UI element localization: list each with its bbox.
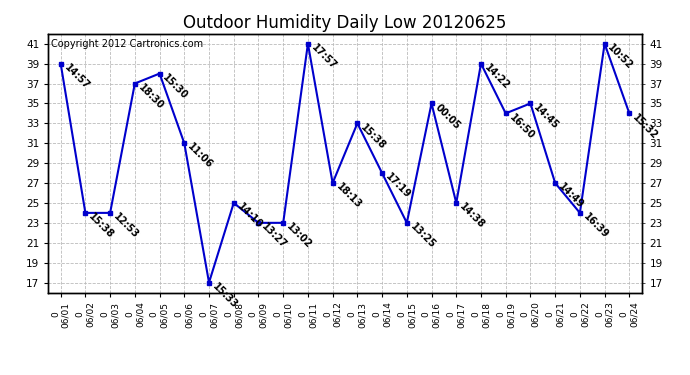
Text: 14:57: 14:57 [62,62,91,91]
Text: 14:45: 14:45 [532,102,561,131]
Text: 17:19: 17:19 [384,172,413,201]
Text: 14:22: 14:22 [482,62,511,91]
Text: 00:05: 00:05 [433,102,462,131]
Text: 15:38: 15:38 [87,211,116,241]
Text: 17:57: 17:57 [309,42,338,71]
Text: 13:27: 13:27 [260,222,289,251]
Text: 10:52: 10:52 [606,42,635,71]
Text: 16:39: 16:39 [581,211,610,240]
Title: Outdoor Humidity Daily Low 20120625: Outdoor Humidity Daily Low 20120625 [184,14,506,32]
Text: 14:10: 14:10 [235,201,264,231]
Text: 15:38: 15:38 [359,122,388,151]
Text: 16:50: 16:50 [507,112,536,141]
Text: 13:25: 13:25 [408,222,437,251]
Text: 18:13: 18:13 [334,182,363,211]
Text: 15:32: 15:32 [631,112,660,141]
Text: 15:30: 15:30 [161,72,190,101]
Text: 11:06: 11:06 [186,142,215,171]
Text: 14:38: 14:38 [457,201,486,231]
Text: 18:30: 18:30 [136,82,166,111]
Text: 14:49: 14:49 [557,182,586,211]
Text: 12:53: 12:53 [112,211,141,240]
Text: Copyright 2012 Cartronics.com: Copyright 2012 Cartronics.com [51,39,204,49]
Text: 15:33: 15:33 [210,281,239,310]
Text: 13:02: 13:02 [284,222,313,251]
